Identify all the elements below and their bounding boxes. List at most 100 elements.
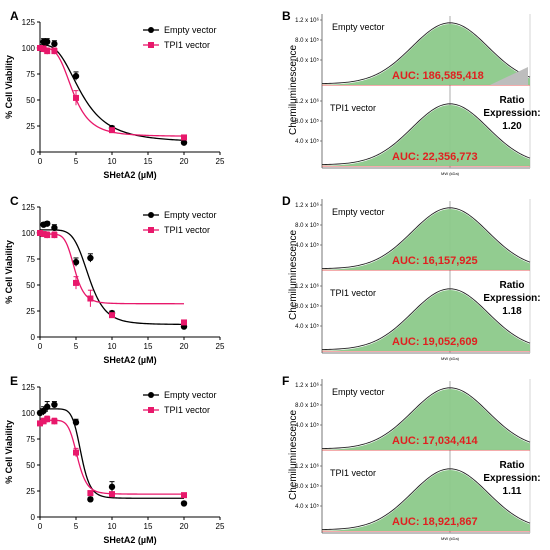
data-point bbox=[40, 46, 47, 53]
blot-sample-label: TPI1 vector bbox=[330, 468, 376, 478]
x-tick-label: 25 bbox=[216, 342, 225, 351]
data-point bbox=[44, 220, 51, 227]
x-tick-label: 20 bbox=[180, 157, 189, 166]
y-tick-label: 75 bbox=[26, 70, 35, 79]
data-point bbox=[181, 492, 187, 499]
blot-peak-area bbox=[322, 389, 530, 450]
y-tick-label: 75 bbox=[26, 435, 35, 444]
y-tick-label: 25 bbox=[26, 307, 35, 316]
blot-auc-value: AUC: 186,585,418 bbox=[392, 70, 484, 82]
legend-label: Empty vector bbox=[164, 210, 217, 220]
data-point bbox=[37, 230, 43, 236]
data-point bbox=[109, 312, 115, 319]
x-tick-label: 15 bbox=[144, 157, 153, 166]
fit-curve bbox=[40, 233, 184, 305]
data-point bbox=[73, 449, 79, 456]
blot-fit-curve bbox=[321, 468, 531, 531]
data-point bbox=[109, 491, 115, 498]
ratio-expression-text: Expression: bbox=[483, 108, 540, 119]
data-point bbox=[72, 419, 80, 426]
data-point bbox=[40, 418, 47, 425]
blot-tick-label: 4.0 x 10⁵ bbox=[295, 323, 319, 330]
data-point bbox=[51, 224, 58, 231]
data-point bbox=[51, 418, 58, 425]
blot-tick-label: 8.0 x 10⁵ bbox=[295, 483, 319, 490]
y-tick-label: 25 bbox=[26, 122, 35, 131]
ratio-expression-text: 1.20 bbox=[502, 121, 522, 132]
ratio-expression-text: Ratio bbox=[500, 95, 525, 106]
data-point bbox=[87, 295, 94, 302]
dose-panel-c: C 0 25 50 75 100 125 0 5 10 15 20 25 SHetA2 (µM) % Cel… bbox=[4, 194, 225, 365]
blot-tick-label: 8.0 x 10⁵ bbox=[295, 303, 319, 310]
y-axis-label: % Cell Viability bbox=[4, 55, 14, 119]
y-tick-label: 100 bbox=[22, 44, 36, 53]
data-point bbox=[73, 94, 79, 101]
blot-panel-d: D 1.2 x 10⁶ 8.0 x 10⁵ 4.0 x 10⁵ Empty vector… bbox=[282, 194, 541, 361]
legend-label: Empty vector bbox=[164, 25, 217, 35]
x-tick-label: 20 bbox=[180, 522, 189, 531]
blot-sample-label: Empty vector bbox=[332, 22, 385, 32]
data-point bbox=[181, 319, 187, 326]
data-point bbox=[44, 48, 51, 55]
legend-label: TPI1 vector bbox=[164, 40, 210, 50]
legend-label: Empty vector bbox=[164, 390, 217, 400]
data-point bbox=[44, 38, 51, 45]
x-tick-label: 25 bbox=[216, 157, 225, 166]
y-tick-label: 50 bbox=[26, 281, 35, 290]
ratio-expression-text: Expression: bbox=[483, 293, 540, 304]
blot-tick-label: 1.2 x 10⁶ bbox=[295, 98, 319, 105]
data-point bbox=[87, 254, 94, 262]
x-tick-label: 5 bbox=[74, 342, 79, 351]
data-point bbox=[37, 45, 43, 51]
blot-tick-label: 1.2 x 10⁶ bbox=[295, 463, 319, 470]
y-axis-label: % Cell Viability bbox=[4, 240, 14, 304]
x-tick-label: 20 bbox=[180, 342, 189, 351]
y-tick-label: 25 bbox=[26, 487, 35, 496]
x-axis-label: SHetA2 (µM) bbox=[103, 535, 156, 545]
blot-panel-b: B 1.2 x 10⁶ 8.0 x 10⁵ 4.0 x 10⁵ Empty vector… bbox=[282, 9, 541, 176]
panel-letter: B bbox=[282, 9, 291, 23]
blot-peak-area bbox=[322, 209, 530, 270]
legend-marker bbox=[148, 227, 154, 233]
blot-tick-label: 8.0 x 10⁵ bbox=[295, 402, 319, 409]
ratio-expression-text: 1.18 bbox=[502, 306, 522, 317]
x-tick-label: 0 bbox=[38, 522, 43, 531]
blot-y-axis-label: Chemiluminescence bbox=[288, 45, 299, 135]
data-point bbox=[72, 72, 80, 80]
data-point bbox=[180, 139, 188, 146]
blot-fit-curve bbox=[321, 387, 531, 450]
y-tick-label: 50 bbox=[26, 96, 35, 105]
y-tick-label: 50 bbox=[26, 461, 35, 470]
blot-tick-label: 8.0 x 10⁵ bbox=[295, 37, 319, 44]
x-axis-label: SHetA2 (µM) bbox=[103, 355, 156, 365]
legend-marker bbox=[148, 392, 154, 398]
x-tick-label: 5 bbox=[74, 157, 79, 166]
blot-peak-area bbox=[322, 470, 530, 531]
blot-x-axis-label: MW (kDa) bbox=[441, 356, 460, 361]
blot-tick-label: 4.0 x 10⁵ bbox=[295, 503, 319, 510]
data-point bbox=[108, 483, 116, 491]
y-tick-label: 0 bbox=[31, 148, 36, 157]
data-point bbox=[109, 127, 115, 134]
blot-background-area bbox=[490, 67, 528, 85]
data-point bbox=[44, 416, 51, 423]
data-point bbox=[37, 420, 43, 427]
x-tick-label: 0 bbox=[38, 157, 43, 166]
data-point bbox=[44, 232, 51, 239]
blot-auc-value: AUC: 18,921,867 bbox=[392, 516, 478, 528]
blot-tick-label: 4.0 x 10⁵ bbox=[295, 57, 319, 64]
data-point bbox=[40, 407, 47, 415]
ratio-expression-text: Expression: bbox=[483, 473, 540, 484]
panel-letter: F bbox=[282, 374, 289, 388]
blot-sample-label: TPI1 vector bbox=[330, 103, 376, 113]
y-tick-label: 100 bbox=[22, 409, 36, 418]
ratio-expression-text: Ratio bbox=[500, 460, 525, 471]
blot-auc-value: AUC: 16,157,925 bbox=[392, 255, 478, 267]
x-tick-label: 15 bbox=[144, 342, 153, 351]
y-tick-label: 0 bbox=[31, 513, 36, 522]
y-tick-label: 100 bbox=[22, 229, 36, 238]
data-point bbox=[72, 258, 80, 266]
blot-tick-label: 4.0 x 10⁵ bbox=[295, 422, 319, 429]
blot-peak-area bbox=[322, 290, 530, 351]
